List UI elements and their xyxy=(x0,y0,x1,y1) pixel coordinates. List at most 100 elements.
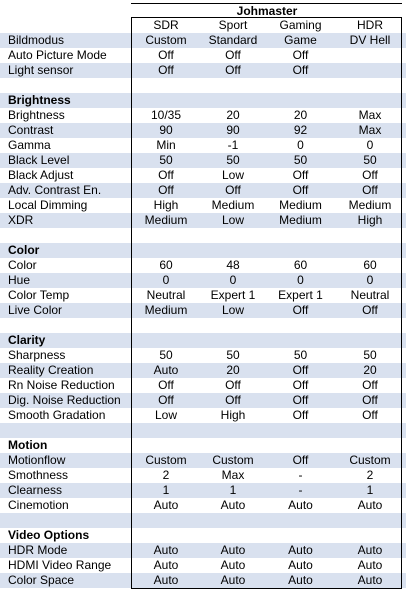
spacer-row xyxy=(0,423,406,438)
row-label: Dig. Noise Reduction xyxy=(8,393,121,407)
row-label: Color xyxy=(8,258,37,272)
row-value-sport xyxy=(201,438,265,453)
section-header-row: Video Options xyxy=(0,528,406,543)
row-value-hdr: Off xyxy=(362,408,378,422)
row-value-sdr: Auto xyxy=(153,498,179,512)
row-value-gaming xyxy=(265,333,336,348)
row-label: Clearness xyxy=(8,483,63,497)
table-row: Color 60 48 60 60 xyxy=(0,258,406,273)
column-header-gaming: Gaming xyxy=(279,18,322,32)
row-value-sdr: 50 xyxy=(159,348,173,362)
row-label xyxy=(8,318,130,333)
row-value-hdr: DV Hell xyxy=(349,33,391,47)
row-label: Color Space xyxy=(8,573,75,587)
row-value-gaming: 0 xyxy=(297,273,304,287)
row-label: Reality Creation xyxy=(8,363,94,377)
row-value-sport xyxy=(201,528,265,543)
row-value-sdr xyxy=(131,528,201,543)
row-value-sport: Off xyxy=(225,393,241,407)
row-value-hdr: Off xyxy=(362,303,378,317)
row-value-gaming: Off xyxy=(292,63,309,77)
row-value-sdr xyxy=(131,333,201,348)
row-value-sdr: Custom xyxy=(145,453,187,467)
row-value-sport: High xyxy=(220,408,246,422)
row-value-gaming xyxy=(265,228,336,243)
table-row: Smooth Gradation Low High Off Off xyxy=(0,408,406,423)
row-value-sdr xyxy=(131,228,201,243)
row-value-gaming: 50 xyxy=(293,348,308,362)
row-value-sdr: Min xyxy=(156,138,176,152)
row-label xyxy=(8,423,130,438)
row-value-hdr: 50 xyxy=(363,153,377,167)
title-border xyxy=(131,3,402,4)
row-label: Brightness xyxy=(8,108,65,122)
row-value-sport: -1 xyxy=(227,138,239,152)
row-value-sport: 90 xyxy=(226,123,240,137)
table-row: HDR Mode Auto Auto Auto Auto xyxy=(0,543,406,558)
section-title: Color xyxy=(8,243,40,257)
table-row: Brightness 10/35 20 20 Max xyxy=(0,108,406,123)
table-row: Motionflow Custom Custom Off Custom xyxy=(0,453,406,468)
row-value-gaming xyxy=(265,423,336,438)
row-value-sdr: Medium xyxy=(144,303,188,317)
row-value-hdr xyxy=(336,78,404,93)
row-value-hdr: High xyxy=(357,213,383,227)
row-label: Smothness xyxy=(8,468,69,482)
row-value-sport: Auto xyxy=(220,573,246,587)
row-value-sdr: 0 xyxy=(162,273,170,287)
row-value-sport: Medium xyxy=(211,198,255,212)
row-value-gaming: 50 xyxy=(293,153,308,167)
row-value-sdr xyxy=(131,438,201,453)
row-value-sport xyxy=(201,423,265,438)
table-row: Cinemotion Auto Auto Auto Auto xyxy=(0,498,406,513)
row-value-sport: Off xyxy=(225,183,241,197)
table-row: Sharpness 50 50 50 50 xyxy=(0,348,406,363)
table-row: XDR Medium Low Medium High xyxy=(0,213,406,228)
row-label: Hue xyxy=(8,273,31,287)
row-value-sdr: Auto xyxy=(153,543,179,557)
row-value-sport: Max xyxy=(221,468,245,482)
spacer-row xyxy=(0,78,406,93)
row-value-gaming: Auto xyxy=(288,558,313,572)
section-header-row: Clarity xyxy=(0,333,406,348)
table-row: Light sensor Off Off Off xyxy=(0,63,406,78)
row-value-gaming: Off xyxy=(292,168,309,182)
row-value-hdr xyxy=(336,513,404,528)
row-value-gaming: 20 xyxy=(293,108,308,122)
row-value-hdr: 2 xyxy=(366,468,374,482)
row-value-gaming xyxy=(265,93,336,108)
row-value-sdr: Off xyxy=(158,48,174,62)
table-row: Dig. Noise Reduction Off Off Off Off xyxy=(0,393,406,408)
row-value-gaming: Off xyxy=(292,303,309,317)
column-header-hdr: HDR xyxy=(357,18,383,32)
row-value-sport: 1 xyxy=(229,483,237,497)
table-row: Color Space Auto Auto Auto Auto xyxy=(0,573,406,588)
row-value-gaming xyxy=(265,438,336,453)
row-value-hdr: 50 xyxy=(363,348,377,362)
row-value-hdr: Auto xyxy=(357,573,383,587)
row-value-hdr: 60 xyxy=(363,258,377,272)
row-label xyxy=(8,78,130,93)
table-row: Adv. Contrast En. Off Off Off Off xyxy=(0,183,406,198)
row-value-sdr xyxy=(131,243,201,258)
row-value-sdr: 50 xyxy=(159,153,173,167)
table-row: Local Dimming High Medium Medium Medium xyxy=(0,198,406,213)
section-title: Motion xyxy=(8,438,48,452)
row-value-hdr xyxy=(336,318,404,333)
row-value-sport xyxy=(201,78,265,93)
row-value-gaming: Auto xyxy=(288,543,313,557)
row-label: HDR Mode xyxy=(8,543,68,557)
row-label: Motionflow xyxy=(8,453,66,467)
column-header-sdr: SDR xyxy=(153,18,179,32)
row-label: HDMI Video Range xyxy=(8,558,112,572)
table-row: Hue 0 0 0 0 xyxy=(0,273,406,288)
row-value-sdr: 2 xyxy=(162,468,170,482)
row-value-hdr: 1 xyxy=(366,483,374,497)
row-value-sdr: 90 xyxy=(159,123,173,137)
row-value-gaming: Off xyxy=(292,393,309,407)
row-value-sdr: Auto xyxy=(153,558,179,572)
row-label: Sharpness xyxy=(8,348,66,362)
row-value-hdr xyxy=(336,333,404,348)
row-value-sport: Auto xyxy=(220,498,246,512)
